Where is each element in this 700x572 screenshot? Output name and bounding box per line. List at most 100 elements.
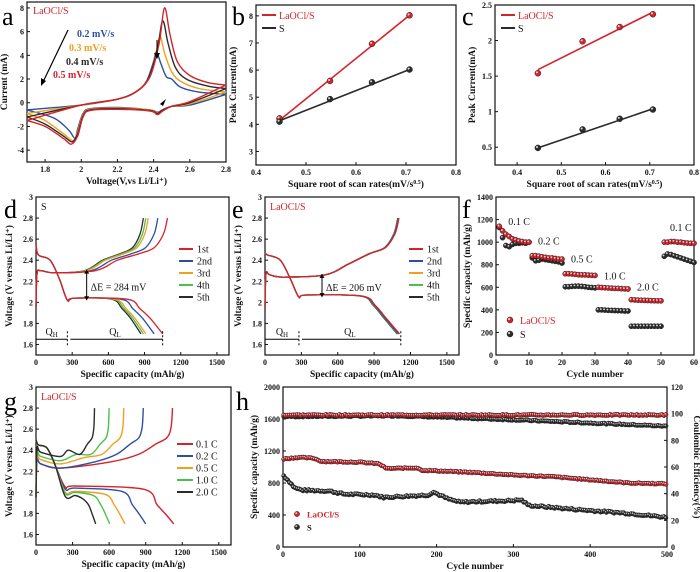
x-tick-label: 0.7 bbox=[645, 168, 655, 177]
data-point-LaOClS-highlight bbox=[632, 298, 635, 301]
legend-marker-highlight bbox=[295, 512, 298, 515]
y-tick-label: 1.8 bbox=[23, 319, 33, 328]
data-point-S-highlight bbox=[669, 252, 672, 255]
x-tick-label: 2 bbox=[79, 165, 83, 174]
capacity-point-S-highlight bbox=[602, 509, 605, 511]
capacity-point-LaOClS-highlight bbox=[378, 462, 380, 465]
data-point-LaOClS bbox=[326, 77, 334, 85]
data-point-LaOClS-highlight bbox=[277, 116, 280, 119]
data-point-S-highlight bbox=[606, 308, 609, 311]
x-tick-label: 60 bbox=[690, 358, 698, 367]
panel-label: e bbox=[232, 195, 244, 224]
arrow-head-icon bbox=[41, 78, 46, 86]
capacity-point-S-highlight bbox=[449, 497, 451, 500]
capacity-point-S-highlight bbox=[434, 491, 436, 494]
y-tick-label: 2000 bbox=[264, 383, 280, 392]
capacity-point-S-highlight bbox=[506, 498, 509, 501]
y-tick-label: 3 bbox=[29, 193, 33, 202]
efficiency-point-S-highlight bbox=[512, 418, 515, 420]
x-axis-label: Square root of scan rates(mV/s0.5) bbox=[527, 179, 663, 190]
y-tick-label: 400 bbox=[268, 511, 280, 520]
legend-label: 5th bbox=[197, 293, 210, 304]
data-point-LaOClS-highlight bbox=[527, 240, 530, 243]
efficiency-point-LaOClS-highlight bbox=[338, 413, 340, 415]
data-point-LaOClS-highlight bbox=[603, 286, 606, 288]
capacity-point-S-highlight bbox=[311, 488, 313, 491]
y-tick-label: 2.2 bbox=[23, 277, 33, 286]
data-point-LaOClS bbox=[592, 272, 598, 279]
data-point-LaOClS-highlight bbox=[656, 299, 658, 301]
data-point-LaOClS-highlight bbox=[583, 273, 586, 276]
data-point-LaOClS-highlight bbox=[510, 237, 513, 239]
efficiency-point-S-highlight bbox=[664, 424, 666, 427]
y-tick-label: 2.4 bbox=[252, 256, 262, 265]
x-tick-label: 300 bbox=[66, 358, 78, 367]
curve-1.0C-charge bbox=[35, 408, 110, 498]
data-point-LaOClS-highlight bbox=[606, 286, 609, 289]
fit-line-S bbox=[279, 68, 410, 122]
data-point-LaOClS-highlight bbox=[560, 257, 563, 260]
capacity-point-S-highlight bbox=[570, 507, 572, 509]
arrow-head-icon bbox=[154, 53, 160, 59]
curve-1st-charge bbox=[35, 217, 169, 308]
data-point-LaOClS-highlight bbox=[517, 239, 520, 242]
data-point-LaOClS bbox=[368, 40, 376, 48]
data-point-S-highlight bbox=[580, 127, 583, 130]
y-tick-label: 2 bbox=[258, 298, 262, 307]
arrow-head-icon bbox=[84, 296, 90, 301]
x-tick-label: 0 bbox=[281, 550, 285, 559]
data-point-S bbox=[326, 95, 334, 103]
panel-label: a bbox=[2, 2, 14, 31]
efficiency-point-LaOClS-highlight bbox=[635, 413, 638, 415]
data-point-S-highlight bbox=[328, 97, 331, 100]
y-axis-label: Voltage (V versus Li/Li⁺) bbox=[233, 225, 244, 327]
data-point-S-highlight bbox=[277, 119, 280, 122]
panel-label: h bbox=[236, 387, 249, 416]
data-point-LaOClS-highlight bbox=[328, 78, 331, 82]
y-axis-label: Peak Current(mA) bbox=[228, 47, 239, 124]
efficiency-point-S bbox=[663, 423, 669, 429]
panel-g-rate-profiles: 0 300 600 900 1200 1500 1.6 1.8 2 2.2 2.4 2.6 2.8 3 Sp… bbox=[4, 383, 232, 570]
data-point-S-highlight bbox=[507, 244, 510, 247]
data-point-S-highlight bbox=[535, 145, 539, 149]
data-point-S-highlight bbox=[692, 260, 695, 263]
x-tick-label: 900 bbox=[368, 358, 380, 367]
data-point-LaOClS bbox=[658, 297, 664, 304]
data-point-S-highlight bbox=[685, 258, 688, 261]
x-tick-label: 0.6 bbox=[351, 168, 361, 177]
capacity-point-LaOClS-highlight bbox=[418, 467, 421, 470]
data-point-LaOClS-highlight bbox=[557, 257, 559, 260]
legend-label: LaOCl/S bbox=[307, 510, 339, 520]
data-point-S-highlight bbox=[566, 285, 569, 287]
data-point-LaOClS-highlight bbox=[576, 272, 579, 275]
data-point-S bbox=[691, 259, 697, 266]
capacity-point-S bbox=[663, 515, 669, 521]
y-tick-label: 0 bbox=[489, 351, 493, 360]
data-point-LaOClS-highlight bbox=[599, 285, 602, 288]
x-tick-label: 20 bbox=[558, 358, 566, 367]
y-tick-label: 800 bbox=[268, 479, 280, 488]
data-point-S-highlight bbox=[629, 324, 632, 327]
capacity-point-S-highlight bbox=[290, 482, 292, 485]
capacity-point-LaOClS-highlight bbox=[455, 469, 457, 472]
data-point-S-highlight bbox=[596, 308, 599, 310]
x-tick-label: 1500 bbox=[211, 548, 227, 557]
x-axis-label: Specific capacity (mAh/g) bbox=[81, 369, 185, 380]
capacity-point-S-highlight bbox=[370, 493, 373, 495]
y-right-tick-label: 120 bbox=[671, 383, 683, 392]
data-point-S-highlight bbox=[576, 284, 579, 287]
y-tick-label: 1200 bbox=[477, 216, 493, 225]
legend-label: 2nd bbox=[427, 257, 442, 268]
y-tick-label: 2.6 bbox=[23, 425, 33, 434]
subscript: H bbox=[283, 331, 288, 339]
data-point-LaOClS-highlight bbox=[550, 256, 553, 259]
y-axis-label: Current (mA) bbox=[0, 54, 10, 111]
legend-label: 1st bbox=[197, 245, 209, 256]
data-point-LaOClS bbox=[616, 23, 623, 31]
y-tick-label: 2.4 bbox=[23, 256, 33, 265]
data-point-S-highlight bbox=[593, 286, 596, 288]
x-axis-label: Voltage(V,vs Li/Li⁺) bbox=[86, 176, 167, 187]
plot-frame bbox=[494, 4, 695, 166]
panel-a-cv: 1.8 2 2.2 2.4 2.6 2.8 -4 -2 0 2 4 6 8 Voltage(V,vs Li… bbox=[0, 1, 231, 187]
data-point-S bbox=[534, 144, 542, 152]
